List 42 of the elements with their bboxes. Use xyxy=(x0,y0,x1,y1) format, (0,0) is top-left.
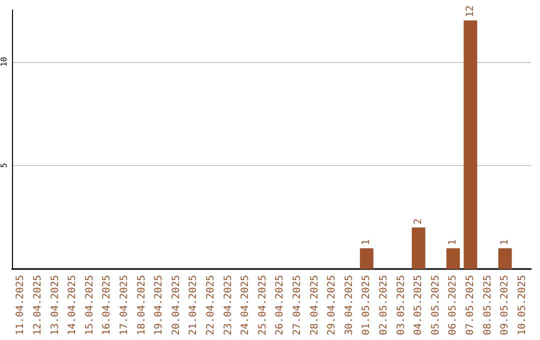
x-tick-label: 17.04.2025 xyxy=(118,275,130,336)
bar xyxy=(446,248,460,269)
x-tick-label: 09.05.2025 xyxy=(500,275,511,336)
x-tick-label: 20.04.2025 xyxy=(170,275,182,336)
x-tick-label: 12.04.2025 xyxy=(32,275,44,336)
x-tick-label: 13.04.2025 xyxy=(50,275,61,336)
x-tick-label: 01.05.2025 xyxy=(361,275,372,336)
x-tick-label: 05.05.2025 xyxy=(430,275,442,336)
data-label: 12 xyxy=(464,5,476,18)
x-tick-label: 28.04.2025 xyxy=(309,275,320,336)
x-tick-label: 18.04.2025 xyxy=(136,275,148,336)
bar xyxy=(498,248,512,269)
data-label: 1 xyxy=(361,239,372,246)
x-tick-label: 22.04.2025 xyxy=(205,275,216,336)
x-tick-label: 16.04.2025 xyxy=(102,275,113,336)
y-tick-label: 10 xyxy=(0,56,8,67)
x-tick-label: 08.05.2025 xyxy=(482,275,494,336)
x-tick-label: 24.04.2025 xyxy=(240,275,252,336)
x-tick-label: 27.04.2025 xyxy=(292,275,303,336)
x-tick-label: 04.05.2025 xyxy=(413,275,424,336)
x-tick-label: 10.05.2025 xyxy=(516,275,528,336)
x-tick-label: 23.04.2025 xyxy=(222,275,234,336)
x-tick-label: 30.04.2025 xyxy=(344,275,355,336)
data-label: 1 xyxy=(448,239,459,246)
x-tick-label: 25.04.2025 xyxy=(257,275,268,336)
x-tick-label: 21.04.2025 xyxy=(188,275,200,336)
bar xyxy=(464,20,478,269)
y-tick-label: 5 xyxy=(0,162,8,168)
bar xyxy=(412,228,426,269)
x-tick-label: 15.04.2025 xyxy=(84,275,96,336)
x-tick-label: 07.05.2025 xyxy=(464,275,476,336)
x-tick-label: 14.04.2025 xyxy=(67,275,78,336)
x-tick-label: 29.04.2025 xyxy=(326,275,338,336)
x-tick-label: 19.04.2025 xyxy=(154,275,165,336)
data-label: 2 xyxy=(413,218,424,225)
x-tick-label: 03.05.2025 xyxy=(396,275,407,336)
x-tick-label: 02.05.2025 xyxy=(378,275,390,336)
x-tick-label: 11.04.2025 xyxy=(15,275,26,336)
x-tick-label: 06.05.2025 xyxy=(448,275,459,336)
x-tick-label: 26.04.2025 xyxy=(274,275,286,336)
bar xyxy=(360,248,374,269)
data-label: 1 xyxy=(500,239,511,246)
